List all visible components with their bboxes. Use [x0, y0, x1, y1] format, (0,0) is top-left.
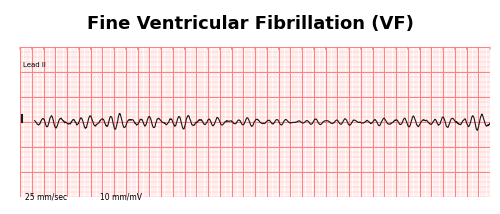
Text: 25 mm/sec: 25 mm/sec [25, 192, 67, 201]
Text: 10 mm/mV: 10 mm/mV [100, 192, 142, 201]
Text: Lead II: Lead II [23, 62, 46, 68]
Text: Fine Ventricular Fibrillation (VF): Fine Ventricular Fibrillation (VF) [86, 15, 413, 33]
